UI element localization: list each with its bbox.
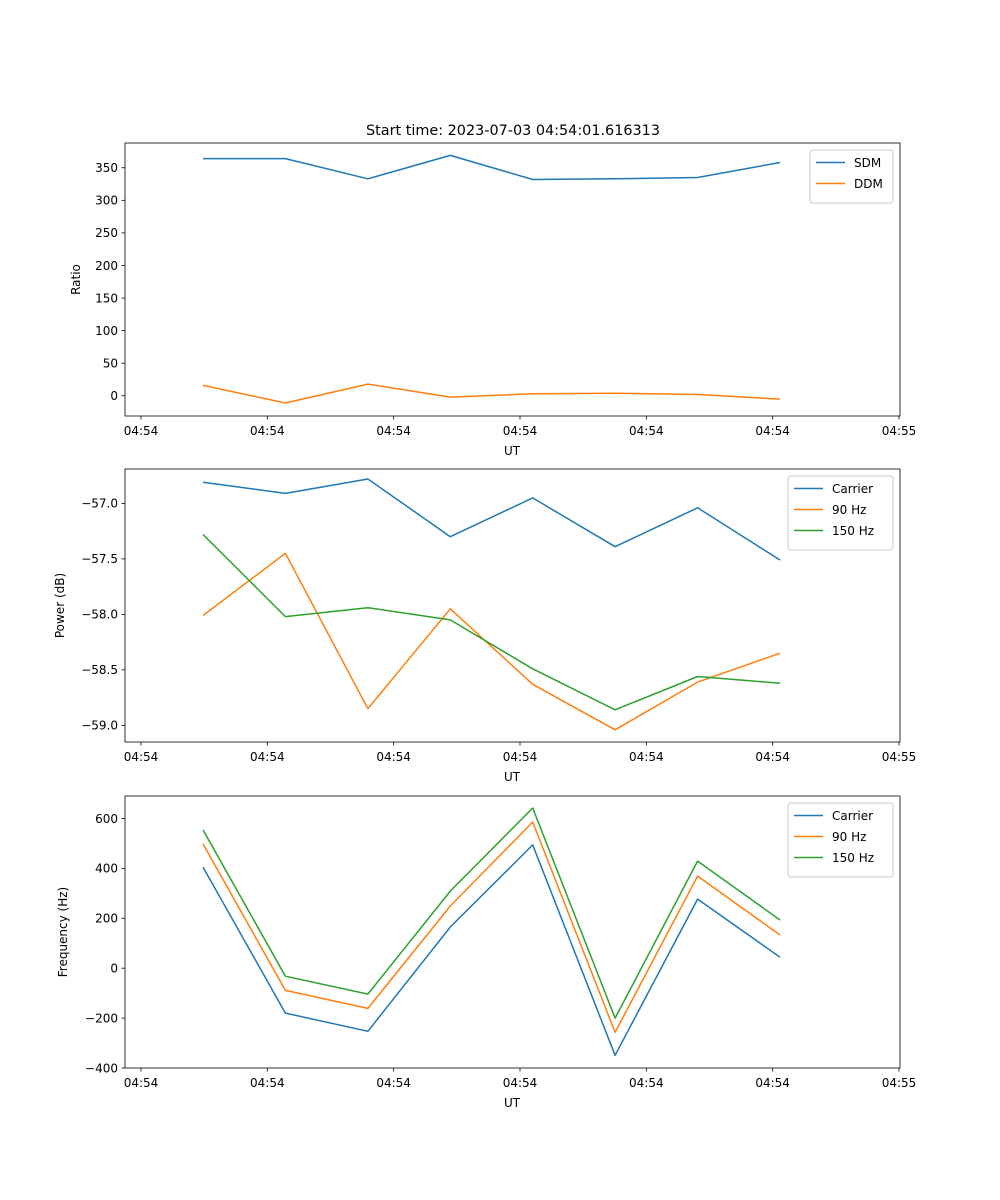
legend-box: [787, 802, 894, 878]
y-tick-label: 150: [95, 291, 118, 305]
y-tick-label: −59.0: [81, 719, 118, 733]
y-tick-label: −58.0: [81, 608, 118, 622]
y-tick-label: −58.5: [81, 663, 118, 677]
legend-label: 90 Hz: [832, 503, 866, 517]
series-line-carrier: [202, 478, 781, 561]
legend: Carrier 90 Hz 150 Hz: [787, 802, 894, 878]
chart-panel-2: 04:54 04:54 04:54 04:54 04:54 04:54 04:55 UT −59…: [53, 468, 917, 784]
x-tick-label: 04:54: [376, 750, 411, 764]
y-tick-label: 200: [95, 912, 118, 926]
series-line-90-hz: [202, 552, 781, 731]
y-tick-label: 250: [95, 226, 118, 240]
series-line-sdm: [203, 154, 781, 181]
x-tick-label: 04:54: [755, 1076, 790, 1090]
plot-frame: [124, 142, 901, 417]
y-tick-label: 100: [95, 324, 118, 338]
x-tick-label: 04:54: [124, 424, 159, 438]
x-tick-label: 04:54: [124, 750, 159, 764]
x-tick-label: 04:54: [250, 1076, 285, 1090]
plot-frame: [124, 795, 901, 1069]
x-tick-label: 04:54: [755, 424, 790, 438]
x-tick-label: 04:54: [376, 424, 411, 438]
series-line-90-hz: [202, 821, 781, 1034]
y-tick-label: −400: [85, 1061, 118, 1075]
x-tick-label: 04:54: [503, 750, 538, 764]
plot-frame: [124, 468, 901, 743]
x-tick-label: 04:54: [629, 424, 664, 438]
x-tick-label: 04:54: [503, 1076, 538, 1090]
y-tick-label: 0: [110, 389, 118, 403]
y-tick-label: 350: [95, 161, 118, 175]
y-axis-label: Power (dB): [53, 573, 67, 638]
x-tick-label: 04:54: [629, 750, 664, 764]
x-tick-label: 04:54: [250, 424, 285, 438]
x-axis-label: UT: [504, 770, 521, 784]
legend-label: 150 Hz: [832, 524, 874, 538]
legend-label: Carrier: [832, 482, 873, 496]
figure-title: Start time: 2023-07-03 04:54:01.616313: [366, 123, 660, 139]
series-line-carrier: [202, 844, 781, 1057]
y-tick-label: −57.0: [81, 497, 118, 511]
x-tick-label: 04:54: [755, 750, 790, 764]
y-axis-label: Ratio: [69, 264, 83, 295]
series-line-150-hz: [202, 533, 781, 711]
legend-label: 150 Hz: [832, 851, 874, 865]
legend-label: DDM: [854, 177, 883, 191]
x-axis-label: UT: [504, 1096, 521, 1110]
series-line-150-hz: [202, 807, 781, 1019]
y-tick-label: −200: [85, 1011, 118, 1025]
x-axis-label: UT: [504, 444, 521, 458]
y-tick-label: −57.5: [81, 552, 118, 566]
legend-label: 90 Hz: [832, 830, 866, 844]
x-tick-label: 04:54: [376, 1076, 411, 1090]
chart-panel-1: 04:54 04:54 04:54 04:54 04:54 04:54 04:55 UT 0 50…: [69, 142, 917, 458]
legend-label: SDM: [854, 156, 881, 170]
chart-panel-3: 04:54 04:54 04:54 04:54 04:54 04:54 04:55 UT −40…: [56, 795, 917, 1110]
y-tick-label: 600: [95, 812, 118, 826]
series-line-ddm: [202, 383, 781, 404]
x-tick-label: 04:54: [629, 1076, 664, 1090]
y-tick-label: 200: [95, 259, 118, 273]
x-tick-label: 04:54: [124, 1076, 159, 1090]
x-tick-label: 04:55: [882, 424, 917, 438]
x-tick-label: 04:54: [250, 750, 285, 764]
legend: SDM DDM: [809, 149, 894, 204]
y-axis-label: Frequency (Hz): [56, 887, 70, 978]
y-tick-label: 400: [95, 862, 118, 876]
x-tick-label: 04:55: [882, 1076, 917, 1090]
legend-label: Carrier: [832, 809, 873, 823]
y-tick-label: 0: [110, 961, 118, 975]
x-tick-label: 04:54: [503, 424, 538, 438]
x-tick-label: 04:55: [882, 750, 917, 764]
legend-box: [787, 475, 894, 551]
legend: Carrier 90 Hz 150 Hz: [787, 475, 894, 551]
y-tick-label: 300: [95, 194, 118, 208]
y-tick-label: 50: [103, 357, 118, 371]
